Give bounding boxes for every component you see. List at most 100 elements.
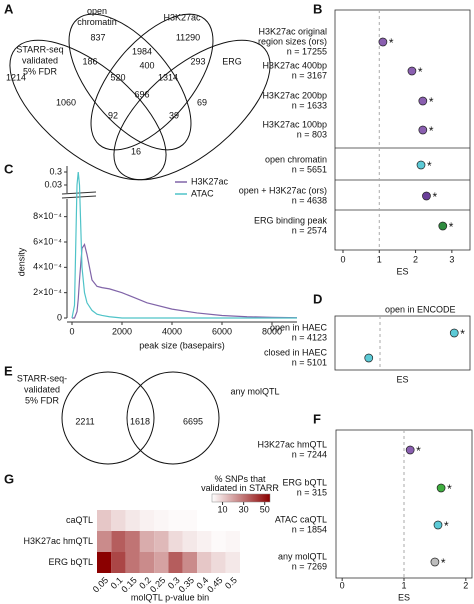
x-tick-label: 2000 <box>112 326 132 336</box>
set-label: any molQTL <box>230 386 279 396</box>
y-tick-label: 0.3 <box>49 166 62 176</box>
x-tick-label: 1 <box>401 580 406 590</box>
legend-label: H3K27ac <box>191 176 229 186</box>
category-label: H3K27ac original <box>258 26 327 36</box>
dot <box>418 96 428 106</box>
heat-cell <box>225 552 240 573</box>
category-label: open in HAEC <box>270 322 328 332</box>
plot-box <box>334 315 471 371</box>
dot <box>449 328 459 338</box>
heat-cell <box>125 552 140 573</box>
dot <box>405 445 415 455</box>
dot <box>364 353 374 363</box>
heat-cell <box>154 510 169 531</box>
category-label: closed in HAEC <box>264 347 328 357</box>
set-label: validated <box>22 55 58 65</box>
dot <box>407 66 417 76</box>
venn-set <box>113 39 271 181</box>
category-label: n = 5651 <box>292 164 327 174</box>
heat-cell <box>225 510 240 531</box>
significance: * <box>447 482 452 496</box>
venn-count: 39 <box>169 110 179 120</box>
heat-cell <box>225 531 240 552</box>
venn-count: 696 <box>134 89 149 99</box>
venn-count: 1214 <box>6 72 26 82</box>
heat-cell <box>125 510 140 531</box>
heat-cell <box>182 531 198 552</box>
category-label: region sizes (ors) <box>258 36 327 46</box>
x-axis-label: ES <box>398 592 410 602</box>
heat-cell <box>111 552 126 573</box>
heat-cell <box>154 552 169 573</box>
set-label: ERG <box>222 56 242 66</box>
significance: * <box>449 220 454 234</box>
x-axis-label: ES <box>396 266 408 276</box>
venn-set <box>68 13 192 151</box>
row-label: H3K27ac hmQTL <box>23 536 93 546</box>
venn-set <box>61 371 155 465</box>
category-label: n = 7269 <box>292 561 327 571</box>
heat-cell <box>197 510 212 531</box>
x-tick-label: 6000 <box>212 326 232 336</box>
dot <box>436 483 446 493</box>
dot <box>433 520 443 530</box>
panel-label: E <box>4 363 13 378</box>
panel-label: F <box>313 411 321 426</box>
category-label: n = 4638 <box>292 195 327 205</box>
panel-label: B <box>313 1 322 16</box>
x-tick-label: 0 <box>340 254 345 264</box>
significance: * <box>427 159 432 173</box>
panel-label: C <box>4 161 14 176</box>
category-label: n = 1633 <box>292 100 327 110</box>
venn-count: 1618 <box>130 416 150 426</box>
heat-cell <box>111 510 126 531</box>
heat-cell <box>139 531 155 552</box>
heat-cell <box>168 531 183 552</box>
set-label: open <box>87 6 107 16</box>
heat-cell <box>125 531 140 552</box>
heat-cell <box>97 510 112 531</box>
category-label: n = 315 <box>297 487 327 497</box>
category-label: any molQTL <box>278 551 327 561</box>
category-label: H3K27ac 400bp <box>262 60 327 70</box>
venn-set <box>126 371 220 465</box>
significance: * <box>441 556 446 570</box>
panel-title: open in ENCODE <box>385 304 456 314</box>
significance: * <box>444 519 449 533</box>
x-tick-label: 1 <box>377 254 382 264</box>
significance: * <box>460 327 465 341</box>
venn-set <box>90 13 214 151</box>
set-label: STARR-seq- <box>17 373 67 383</box>
dot <box>438 221 448 231</box>
x-tick-label: 8000 <box>262 326 282 336</box>
dot <box>378 37 388 47</box>
venn-count: 6695 <box>183 416 203 426</box>
venn-count: 837 <box>90 32 105 42</box>
category-label: H3K27ac 100bp <box>262 119 327 129</box>
x-tick-label: 4000 <box>162 326 182 336</box>
category-label: H3K27ac hmQTL <box>257 439 327 449</box>
y-tick-label: 4×10⁻⁴ <box>33 262 62 272</box>
x-tick-label: 3 <box>449 254 454 264</box>
x-tick-label: 2 <box>413 254 418 264</box>
set-label: H3K27ac <box>163 12 201 22</box>
heat-cell <box>211 531 226 552</box>
significance: * <box>418 65 423 79</box>
venn-count: 69 <box>197 97 207 107</box>
colorbar-title: % SNPs that <box>214 474 266 484</box>
category-label: n = 803 <box>297 129 327 139</box>
set-label: validated <box>24 384 60 394</box>
heat-cell <box>139 510 155 531</box>
y-tick-label: 2×10⁻⁴ <box>33 287 62 297</box>
category-label: n = 5101 <box>292 357 327 367</box>
density-line <box>71 171 297 319</box>
column-label: 0.5 <box>223 575 239 591</box>
heat-cell <box>111 531 126 552</box>
dot <box>418 125 428 135</box>
dot <box>430 557 440 567</box>
heat-cell <box>182 510 198 531</box>
dot <box>416 160 426 170</box>
plot-box <box>334 9 471 251</box>
x-tick-label: 2 <box>463 580 468 590</box>
legend-label: ATAC <box>191 188 214 198</box>
